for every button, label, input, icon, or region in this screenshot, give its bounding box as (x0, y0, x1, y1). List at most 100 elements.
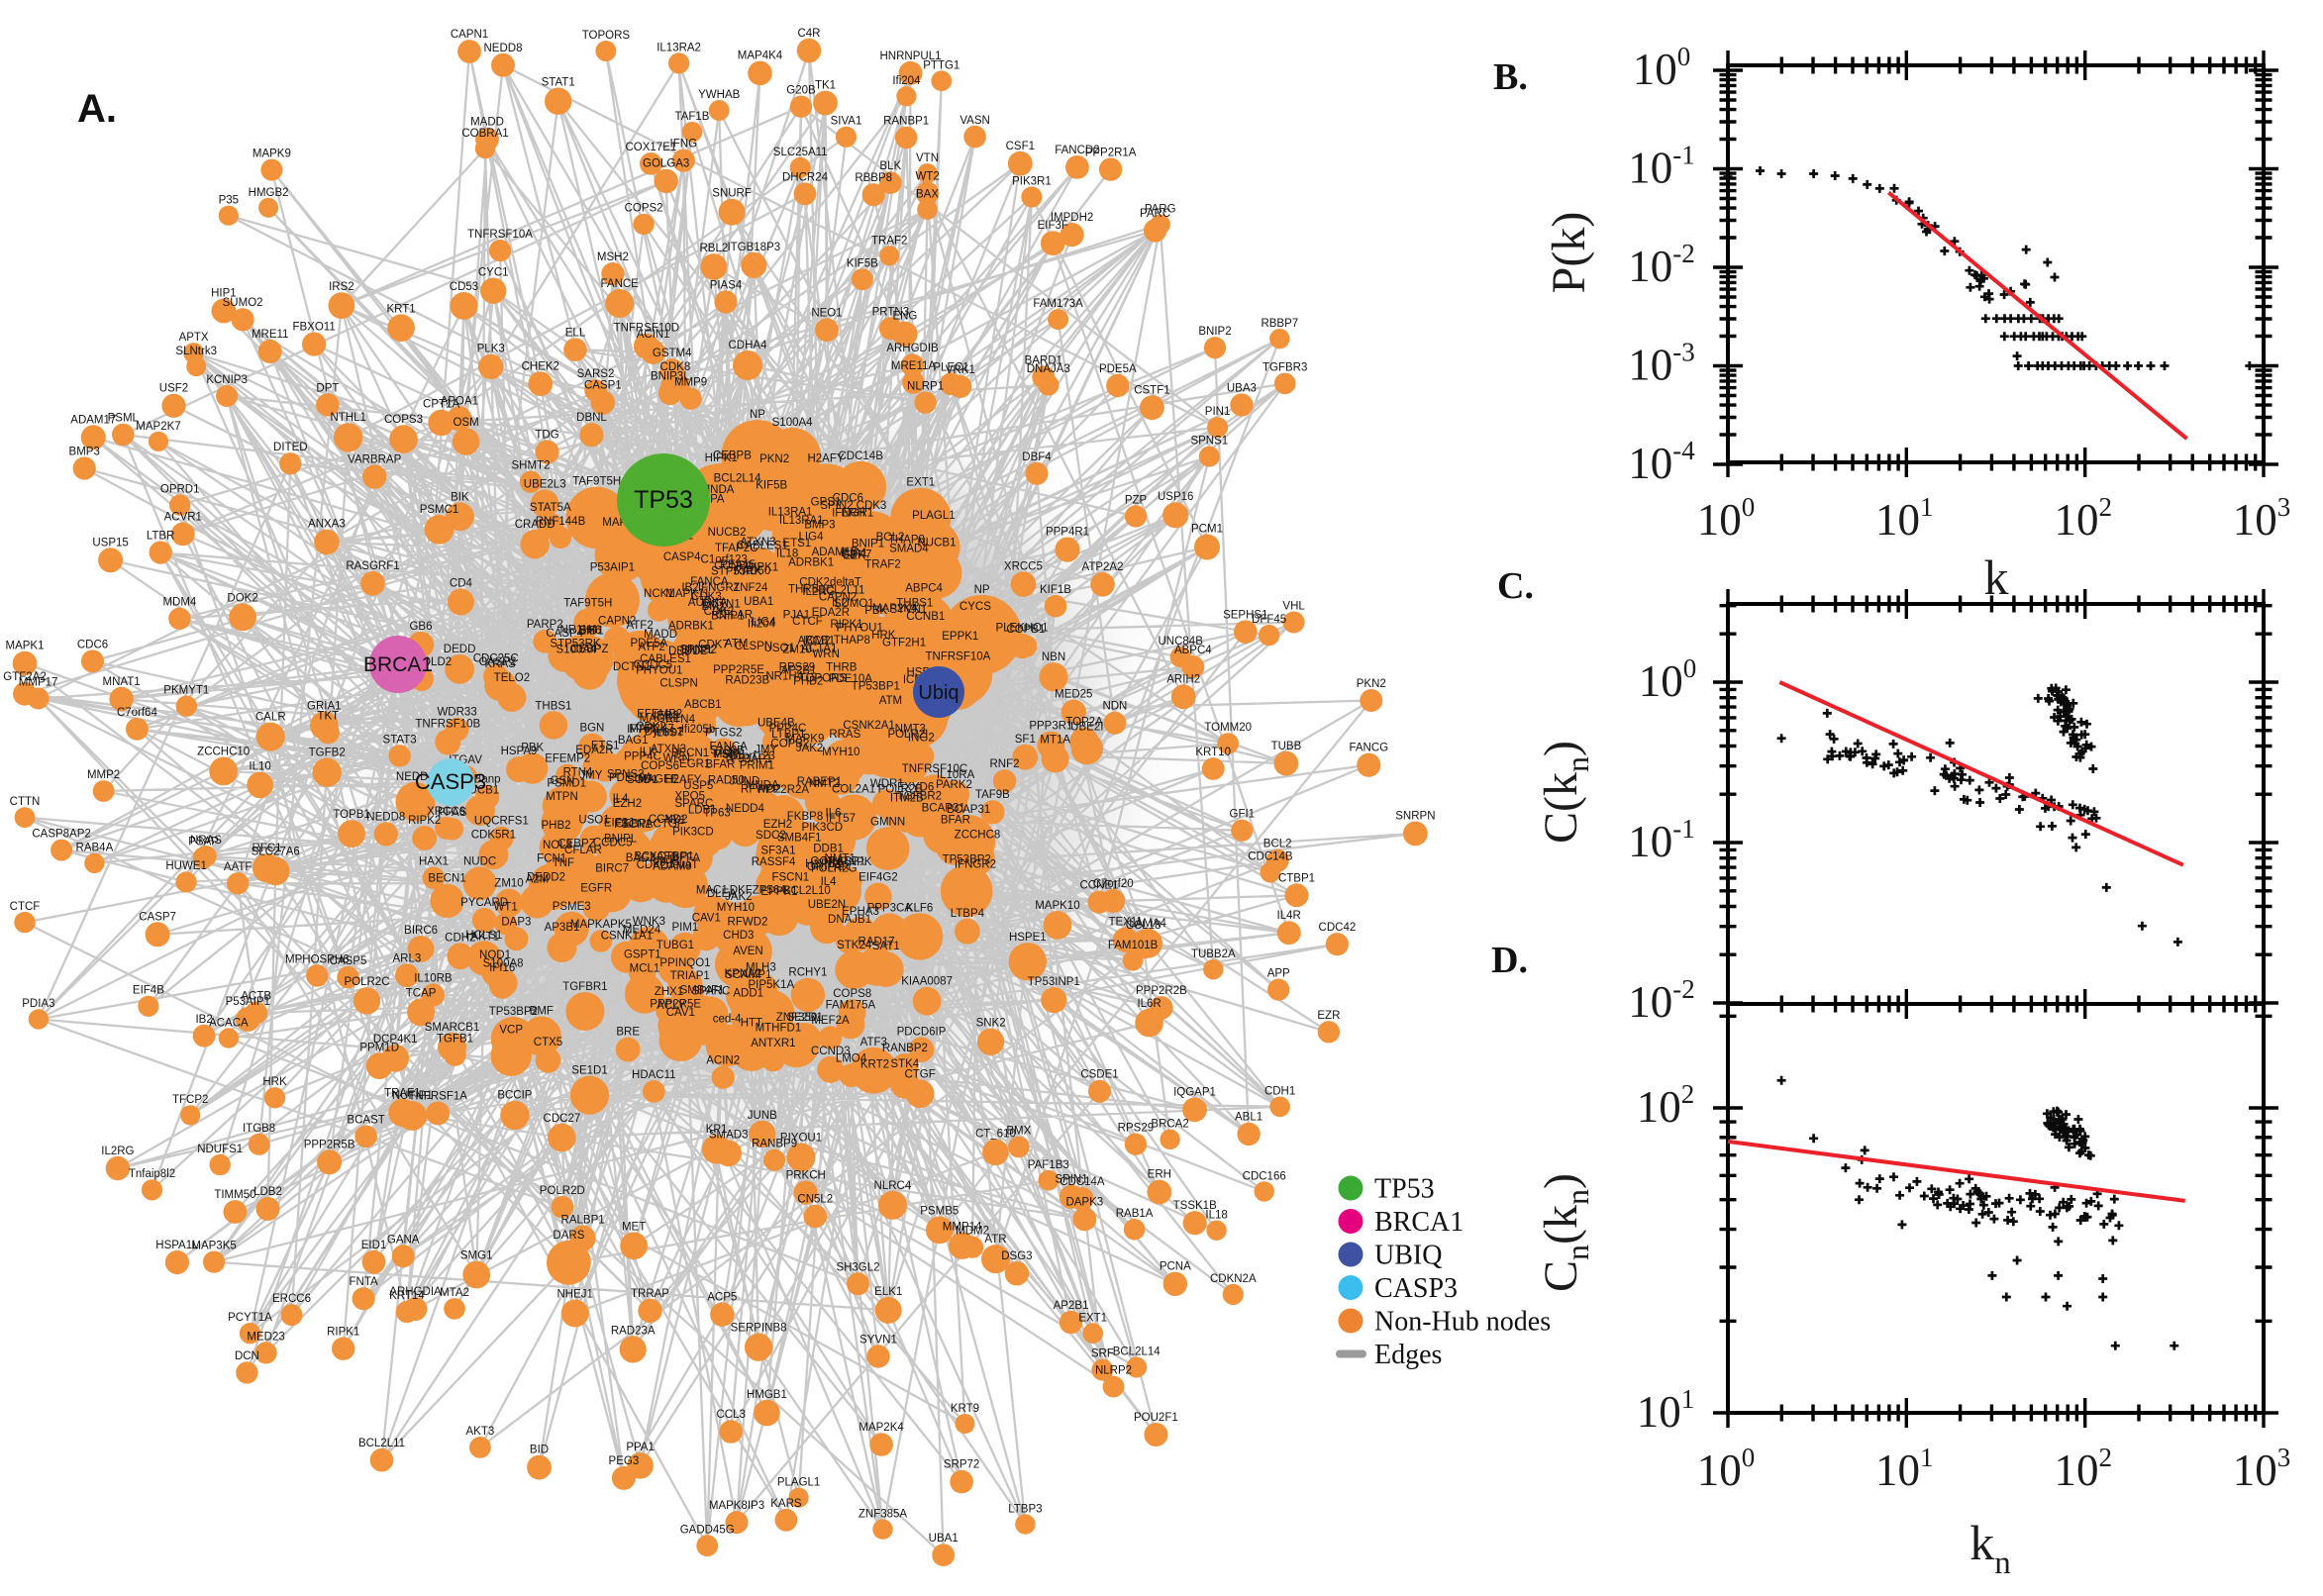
svg-text:USO1: USO1 (578, 815, 609, 827)
svg-text:MSH2: MSH2 (597, 251, 629, 263)
svg-text:SNK2: SNK2 (976, 1018, 1006, 1030)
svg-text:MAC1: MAC1 (696, 884, 728, 896)
svg-text:KIF5B: KIF5B (756, 479, 787, 491)
svg-text:ADAM9: ADAM9 (653, 861, 692, 873)
svg-text:CABLES1: CABLES1 (737, 541, 788, 552)
svg-text:EIF4B: EIF4B (133, 985, 164, 997)
svg-text:CDK2deltaT: CDK2deltaT (799, 577, 861, 589)
svg-text:ATR: ATR (984, 1234, 1006, 1246)
svg-text:HSPA1L: HSPA1L (155, 1240, 199, 1251)
svg-text:POLR2G: POLR2G (811, 862, 858, 874)
svg-text:IL6ST: IL6ST (654, 727, 684, 739)
svg-text:ABL1: ABL1 (1235, 1112, 1262, 1124)
svg-text:SOD1: SOD1 (627, 774, 657, 786)
svg-text:ADD1: ADD1 (733, 988, 763, 1000)
svg-text:PDIA3: PDIA3 (22, 998, 54, 1010)
svg-text:ANXA3: ANXA3 (308, 519, 346, 531)
svg-text:CDK2deltaT: CDK2deltaT (637, 859, 699, 871)
svg-text:CT_610: CT_610 (975, 1129, 1016, 1141)
svg-text:10-1: 10-1 (1628, 814, 1695, 866)
svg-text:JAK2: JAK2 (725, 891, 753, 903)
svg-text:TNFRSF10B: TNFRSF10B (415, 719, 480, 731)
svg-text:TUBB: TUBB (1271, 741, 1302, 752)
svg-text:P(k): P(k) (1543, 212, 1595, 294)
svg-text:101: 101 (1875, 1443, 1934, 1495)
svg-text:IB2: IB2 (195, 1014, 212, 1026)
svg-text:IFT57: IFT57 (826, 813, 856, 825)
svg-text:NLRP2: NLRP2 (1095, 1365, 1132, 1377)
svg-text:STAT1: STAT1 (542, 77, 575, 89)
svg-text:BRCA2: BRCA2 (1151, 1119, 1188, 1131)
svg-text:FSCN1: FSCN1 (771, 872, 809, 884)
svg-text:YWHAB: YWHAB (698, 89, 741, 101)
svg-text:FAM101B: FAM101B (1108, 940, 1159, 951)
svg-text:VTN: VTN (916, 152, 939, 164)
svg-text:SYVN1: SYVN1 (889, 604, 927, 616)
svg-text:PDCD6IP: PDCD6IP (897, 1026, 947, 1038)
svg-text:TP53: TP53 (1374, 1174, 1435, 1205)
svg-text:PZP: PZP (1125, 494, 1148, 506)
svg-text:TRAF1: TRAF1 (384, 1088, 420, 1100)
svg-text:DEDD2: DEDD2 (668, 646, 707, 657)
svg-text:CAPN2: CAPN2 (598, 616, 636, 628)
svg-text:FCN1: FCN1 (537, 852, 566, 864)
svg-text:IL2RG: IL2RG (802, 586, 835, 598)
svg-text:TAF9B: TAF9B (975, 789, 1010, 801)
svg-text:PPP4C: PPP4C (769, 723, 807, 735)
svg-text:CDC27: CDC27 (544, 1113, 581, 1125)
svg-text:CCND2: CCND2 (649, 814, 688, 826)
svg-text:RFWD2: RFWD2 (728, 916, 768, 928)
svg-text:ITGB18P3: ITGB18P3 (727, 242, 780, 253)
svg-text:EPPK1: EPPK1 (942, 631, 978, 643)
svg-text:CTX5: CTX5 (534, 1037, 562, 1048)
svg-text:TIMM50: TIMM50 (214, 1189, 255, 1201)
svg-text:FNTA: FNTA (350, 1276, 379, 1288)
svg-text:KRT9: KRT9 (951, 1403, 979, 1415)
svg-text:HSPA9: HSPA9 (501, 746, 538, 757)
svg-text:GADD45G: GADD45G (680, 1524, 735, 1536)
svg-text:LIG4: LIG4 (752, 617, 777, 629)
svg-text:FAM173A: FAM173A (1033, 298, 1083, 310)
svg-text:TNFRSF1A: TNFRSF1A (408, 1090, 467, 1102)
svg-text:AKT3: AKT3 (466, 1426, 495, 1438)
svg-text:MADD: MADD (644, 629, 677, 641)
svg-text:PPP2R2A: PPP2R2A (758, 784, 809, 796)
svg-text:BFAR: BFAR (705, 759, 735, 771)
svg-text:UBA1: UBA1 (929, 1533, 959, 1545)
svg-text:PIYOU1: PIYOU1 (780, 1133, 822, 1145)
svg-text:CDC14B: CDC14B (1248, 851, 1293, 863)
svg-text:RCHY1: RCHY1 (788, 967, 827, 979)
svg-text:POLR2I: POLR2I (887, 729, 928, 741)
svg-text:RANBP2: RANBP2 (882, 1043, 928, 1054)
svg-text:WDR1: WDR1 (870, 778, 904, 790)
svg-text:Dynlrb2: Dynlrb2 (645, 726, 684, 738)
svg-text:XRCC5: XRCC5 (1004, 560, 1043, 572)
svg-text:CAPN1: CAPN1 (451, 29, 488, 41)
svg-text:MAPK11: MAPK11 (665, 588, 710, 600)
svg-text:MAPK9: MAPK9 (252, 149, 291, 160)
svg-text:PPP3R1: PPP3R1 (1029, 721, 1072, 733)
svg-text:PIK3CD: PIK3CD (672, 827, 714, 839)
svg-text:RFC1: RFC1 (252, 843, 281, 854)
svg-text:ZNF24: ZNF24 (733, 582, 768, 594)
svg-text:PIK3R1: PIK3R1 (1012, 175, 1052, 187)
svg-text:ACTB: ACTB (241, 991, 271, 1003)
svg-text:ARHGDIA: ARHGDIA (389, 1286, 442, 1298)
svg-text:GMNN: GMNN (870, 816, 905, 828)
svg-text:IL4: IL4 (613, 793, 630, 805)
svg-text:PEG3: PEG3 (609, 1455, 640, 1467)
svg-text:A.: A. (77, 87, 117, 131)
svg-text:NR1H4: NR1H4 (559, 625, 597, 637)
svg-text:ATF2: ATF2 (626, 620, 653, 632)
svg-text:BNIP2: BNIP2 (1198, 326, 1231, 338)
svg-text:DCP4K1: DCP4K1 (373, 1034, 418, 1046)
svg-text:SPIN2: SPIN2 (820, 500, 853, 512)
svg-text:TAF9T5H: TAF9T5H (563, 598, 612, 610)
svg-text:DCTN1: DCTN1 (702, 598, 740, 610)
svg-text:C1orf123: C1orf123 (701, 554, 748, 566)
svg-text:FSCN1: FSCN1 (614, 819, 652, 831)
svg-text:C7orf64: C7orf64 (117, 707, 158, 719)
svg-text:BRCA1: BRCA1 (1374, 1207, 1464, 1238)
svg-text:TGFB2: TGFB2 (309, 748, 346, 759)
svg-text:TNFRSF10D: TNFRSF10D (614, 323, 679, 335)
